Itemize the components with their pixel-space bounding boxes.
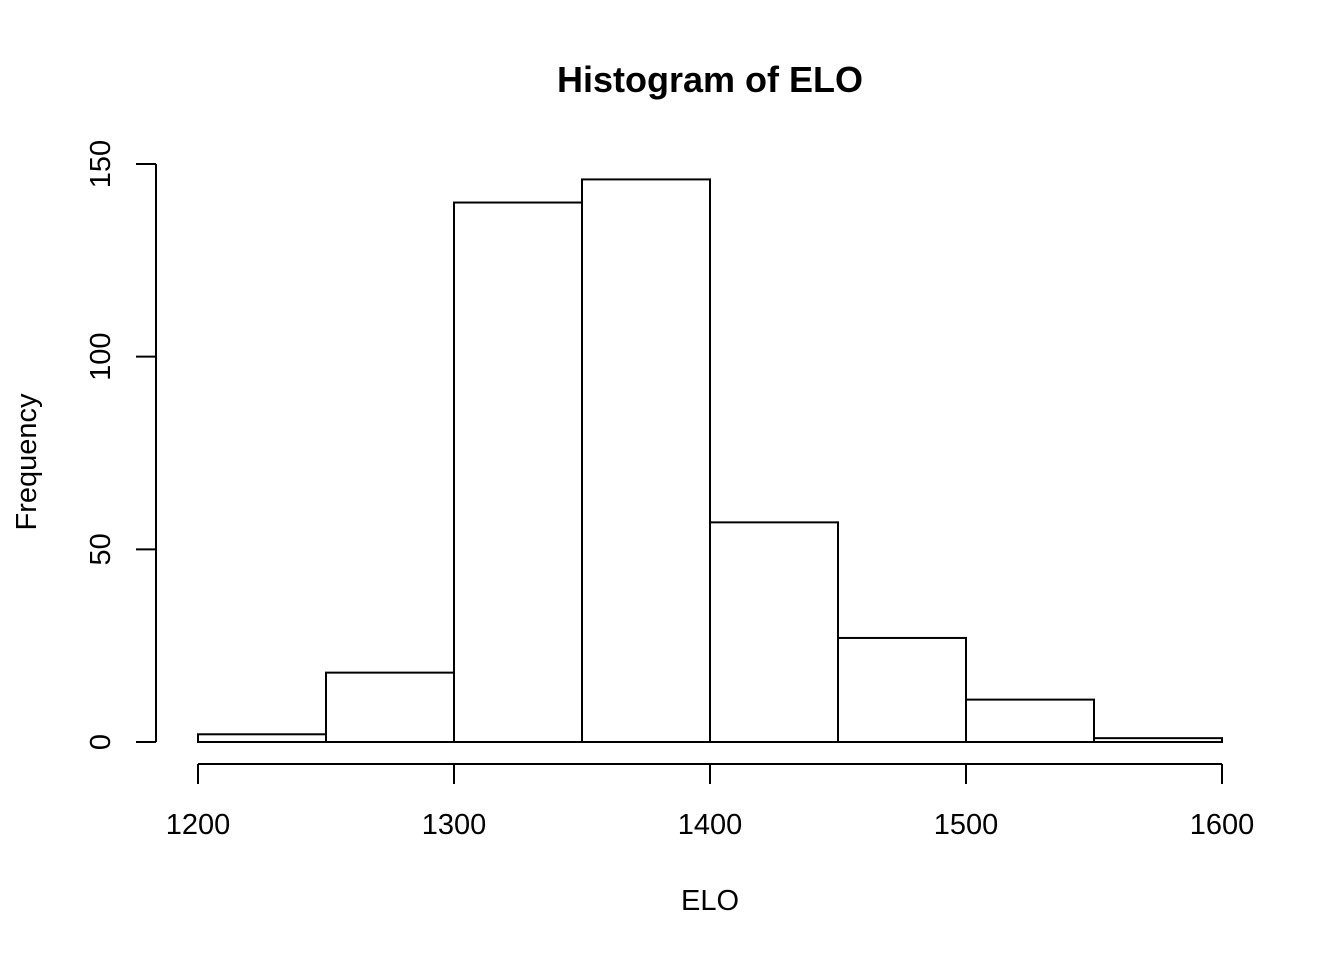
y-axis-label: Frequency: [11, 393, 43, 531]
x-tick-label-3: 1500: [934, 809, 999, 841]
y-tick-label-3: 150: [85, 140, 117, 188]
chart-title: Histogram of ELO: [557, 59, 863, 100]
histogram-bar-1: [325, 671, 455, 744]
histogram-bar-7: [1093, 737, 1223, 744]
x-tick-label-2: 1400: [678, 809, 743, 841]
histogram-bar-0: [197, 733, 327, 744]
y-tick-label-0: 0: [85, 734, 117, 750]
histogram-bar-6: [965, 698, 1095, 744]
histogram-bar-3: [581, 178, 711, 743]
bars-layer: [197, 178, 1223, 744]
x-tick-label-0: 1200: [166, 809, 231, 841]
x-axis-label: ELO: [681, 885, 739, 917]
x-tick-label-4: 1600: [1190, 809, 1255, 841]
y-tick-label-2: 100: [85, 332, 117, 380]
histogram-bar-2: [453, 201, 583, 744]
x-axis: 1200 1300 1400 1500 1600: [166, 763, 1255, 841]
y-tick-label-1: 50: [85, 533, 117, 565]
histogram-bar-5: [837, 636, 967, 744]
histogram-bar-4: [709, 521, 839, 743]
y-axis: 0 50 100 150: [85, 140, 157, 750]
x-tick-label-1: 1300: [422, 809, 487, 841]
